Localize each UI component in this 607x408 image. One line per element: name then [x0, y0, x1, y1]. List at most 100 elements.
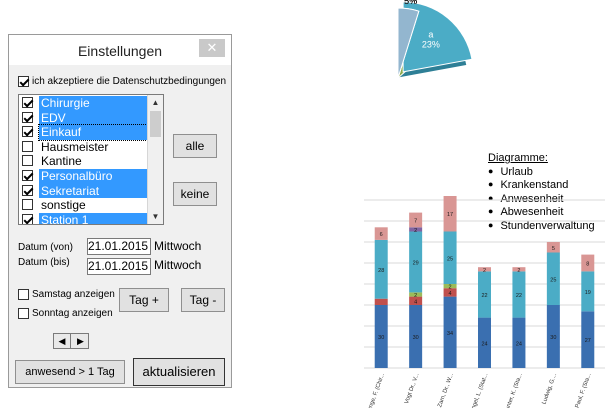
list-item[interactable]: Chirurgie — [19, 96, 147, 111]
privacy-label: ich akzeptiere die Datenschutzbedingunge… — [32, 76, 227, 87]
list-item-checkbox[interactable] — [22, 213, 33, 224]
list-item-label: EDV — [39, 110, 147, 126]
bar-segment — [581, 271, 595, 312]
saturday-checkbox[interactable] — [18, 289, 29, 300]
bar-data-label: 17 — [447, 212, 453, 218]
list-item-label: sonstige — [41, 198, 86, 213]
diagram-item[interactable]: Anwesenheit — [488, 192, 595, 205]
bar-data-label: 25 — [550, 277, 556, 283]
diagram-item[interactable]: Stundenverwaltung — [488, 219, 594, 232]
list-item-label: Einkauf — [38, 124, 148, 141]
scroll-up-icon[interactable]: ▲ — [151, 98, 160, 107]
list-item-checkbox[interactable] — [22, 169, 33, 181]
scroll-down-icon[interactable]: ▼ — [151, 212, 160, 221]
bar-data-label: 30 — [550, 335, 556, 341]
refresh-button[interactable]: aktualisieren — [133, 358, 225, 386]
arrow-left-icon[interactable]: ◀ — [54, 334, 71, 348]
bar-data-label: 2 — [414, 228, 417, 234]
sunday-checkbox[interactable] — [18, 308, 29, 319]
date-from-weekday: Mittwoch — [154, 239, 202, 253]
date-to-label: Datum (bis) — [18, 257, 70, 268]
date-to-input[interactable]: 21.01.2015 — [87, 258, 151, 275]
day-minus-button[interactable]: Tag - — [181, 288, 225, 312]
bar-data-label: 4 — [414, 299, 417, 305]
sunday-option[interactable]: Sonntag anzeigen — [18, 308, 113, 319]
bar-segment — [409, 305, 423, 368]
list-item-checkbox[interactable] — [22, 126, 33, 138]
list-item-checkbox[interactable] — [22, 199, 33, 211]
bar-segment — [409, 296, 423, 305]
department-listbox[interactable]: Chirurgie EDV Einkauf Hausmeister Kantine Per… — [18, 94, 164, 225]
bar-segment — [478, 317, 491, 368]
list-item-label: Hausmeister — [41, 139, 109, 154]
bar-segment — [374, 239, 388, 299]
category-label: Paul, F. (Sta... — [575, 372, 593, 408]
bar-data-label: 24 — [481, 341, 487, 347]
category-label: Kunter, K. (Sta... — [504, 372, 524, 408]
close-button[interactable]: ✕ — [199, 39, 225, 57]
bar-data-label: 29 — [413, 260, 419, 266]
list-item-checkbox[interactable] — [22, 111, 33, 123]
bar-segment — [409, 231, 423, 293]
diagram-item[interactable]: Abwesenheit — [488, 205, 595, 218]
bar-segment — [512, 271, 526, 318]
pie-label: a — [428, 30, 433, 40]
scroll-thumb[interactable] — [150, 111, 161, 137]
bar-data-label: 7 — [414, 218, 417, 224]
list-item-checkbox[interactable] — [22, 140, 33, 152]
pie-value-label: 5% — [404, 0, 417, 6]
privacy-checkbox[interactable] — [18, 76, 29, 87]
bar-data-label: 34 — [447, 331, 453, 337]
bar-data-label: 25 — [447, 256, 453, 262]
arrow-right-icon[interactable]: ▶ — [77, 336, 84, 346]
select-none-button[interactable]: keine — [173, 182, 217, 206]
spin-buttons: ◀ ▶ — [53, 333, 89, 349]
list-item[interactable]: Station 1 — [19, 212, 147, 224]
list-item-checkbox[interactable] — [22, 184, 33, 196]
bar-segment — [443, 296, 457, 368]
list-item[interactable]: Kantine — [19, 154, 147, 169]
list-item-label: Station 1 — [39, 212, 147, 224]
settings-dialog: Einstellungen ✕ ich akzeptiere die Daten… — [8, 34, 232, 388]
bar-data-label: 6 — [380, 232, 383, 238]
diagram-item[interactable]: Krankenstand — [488, 178, 595, 191]
list-item-checkbox[interactable] — [22, 97, 33, 108]
bar-data-label: 2 — [517, 268, 520, 274]
listbox-scrollbar[interactable]: ▲ ▼ — [147, 95, 163, 224]
category-label: Ludwig, G.... — [541, 372, 558, 405]
list-item[interactable]: Einkauf — [19, 124, 148, 141]
bar-segment — [374, 298, 388, 305]
bar-data-label: 22 — [481, 293, 487, 299]
list-item-label: Sekretariat — [39, 183, 147, 199]
bar-segment — [478, 267, 491, 272]
bar-segment — [374, 305, 388, 368]
list-item[interactable]: Hausmeister — [19, 140, 147, 155]
bar-segment — [374, 227, 388, 240]
list-item[interactable]: EDV — [19, 110, 147, 126]
saturday-option[interactable]: Samstag anzeigen — [18, 289, 115, 300]
list-item[interactable]: Personalbüro — [19, 168, 147, 184]
date-from-input[interactable]: 21.01.2015 — [87, 238, 151, 255]
date-from-label: Datum (von) — [18, 242, 74, 253]
bar-segment — [443, 231, 457, 284]
present-more-than-one-day-button[interactable]: anwesend > 1 Tag — [15, 360, 125, 384]
bar-segment — [581, 311, 595, 368]
bar-segment — [409, 227, 423, 232]
list-item[interactable]: sonstige — [19, 198, 147, 213]
privacy-checkbox-row[interactable]: ich akzeptiere die Datenschutzbedingunge… — [18, 76, 226, 87]
bar-segment — [546, 252, 560, 305]
day-plus-button[interactable]: Tag + — [119, 288, 169, 312]
bar-data-label: 2 — [414, 293, 417, 299]
sunday-label: Sonntag anzeigen — [32, 308, 113, 319]
bar-data-label: 4 — [449, 291, 452, 297]
bar-data-label: 24 — [516, 341, 522, 347]
list-item-checkbox[interactable] — [22, 155, 33, 167]
diagram-item[interactable]: Urlaub — [488, 165, 595, 178]
list-item[interactable]: Sekretariat — [19, 183, 147, 199]
select-all-button[interactable]: alle — [173, 134, 217, 158]
bar-data-label: 19 — [585, 290, 591, 296]
date-to-weekday: Mittwoch — [154, 258, 202, 272]
bar-data-label: 2 — [483, 268, 486, 274]
bar-segment — [546, 242, 560, 253]
